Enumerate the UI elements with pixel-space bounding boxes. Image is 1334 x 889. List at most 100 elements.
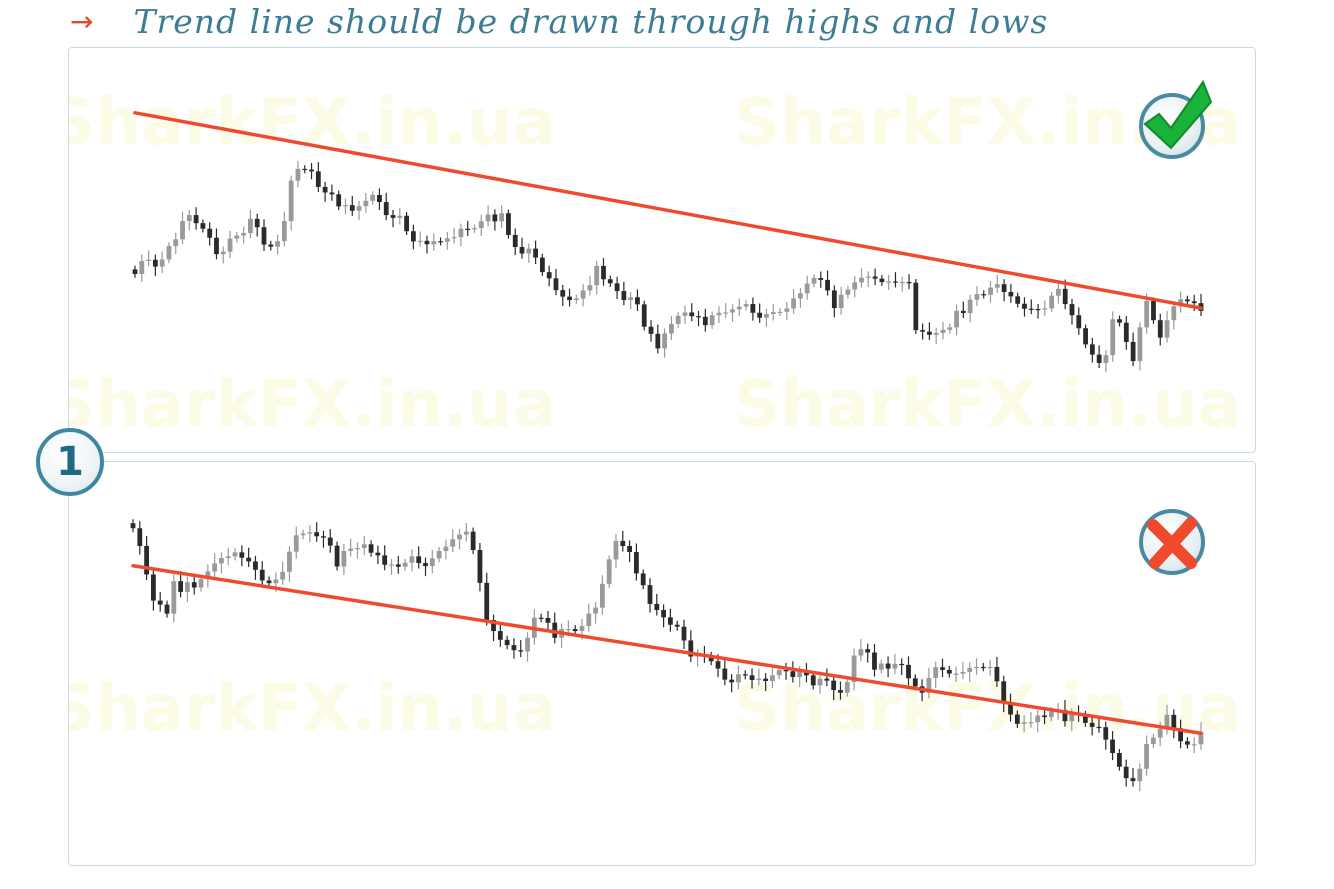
candle-body — [273, 579, 279, 584]
candle-body — [858, 649, 864, 656]
candle-body — [409, 556, 415, 563]
candle-body — [696, 316, 701, 318]
candle-body — [254, 218, 260, 228]
candle-body — [594, 265, 600, 286]
candle-body — [518, 650, 524, 652]
heading-text: Trend line should be drawn through highs… — [133, 1, 1049, 41]
candle-body — [1191, 301, 1197, 304]
candle-body — [933, 332, 939, 335]
candle-body — [436, 551, 442, 559]
candle-body — [395, 564, 401, 567]
candle-body — [607, 279, 613, 284]
candle-body — [1184, 741, 1190, 745]
candle-body — [1116, 753, 1122, 767]
candlestick-chart-incorrect — [130, 519, 1204, 792]
candle-body — [810, 675, 816, 686]
candle-body — [180, 220, 185, 240]
candle-body — [722, 668, 728, 680]
candle-body — [641, 304, 647, 327]
candle-body — [1056, 288, 1061, 296]
candle-body — [628, 297, 634, 301]
candle-body — [444, 238, 450, 242]
candle-body — [654, 603, 660, 610]
candle-body — [1185, 299, 1190, 302]
candle-body — [1110, 319, 1116, 356]
candle-body — [709, 315, 715, 326]
candle-body — [186, 215, 192, 221]
candle-body — [1035, 715, 1041, 723]
candle-body — [730, 309, 735, 313]
candle-body — [451, 237, 457, 239]
candle-body — [838, 690, 843, 693]
candle-body — [225, 556, 231, 559]
candle-body — [689, 312, 695, 317]
candle-body — [525, 637, 530, 652]
candle-body — [341, 551, 347, 567]
candle-body — [307, 532, 313, 534]
candle-body — [776, 669, 782, 676]
candle-body — [1130, 778, 1136, 782]
candle-body — [886, 281, 892, 283]
candle-body — [1008, 702, 1013, 715]
candle-body — [336, 194, 342, 207]
candle-body — [193, 215, 199, 224]
candle-body — [1042, 715, 1047, 718]
candle-body — [382, 555, 388, 565]
candle-body — [492, 214, 498, 222]
candle-body — [465, 228, 471, 230]
candle-body — [627, 545, 632, 553]
candle-body — [1049, 295, 1055, 309]
candle-body — [621, 291, 627, 301]
candle-body — [1082, 714, 1088, 723]
candle-body — [702, 316, 708, 326]
candle-body — [205, 571, 211, 580]
candle-body — [572, 629, 578, 632]
candle-body — [770, 312, 776, 314]
candle-body — [438, 241, 443, 243]
candle-body — [485, 214, 491, 222]
candle-body — [662, 333, 668, 349]
candle-body — [157, 600, 163, 605]
candle-body — [947, 327, 953, 330]
candle-body — [137, 528, 143, 546]
candle-body — [314, 532, 320, 537]
candle-body — [1069, 304, 1075, 316]
candle-body — [214, 237, 219, 255]
candle-body — [783, 669, 789, 672]
candle-body — [798, 293, 803, 299]
candle-body — [817, 678, 823, 686]
candle-body — [166, 246, 172, 260]
candle-body — [348, 548, 354, 552]
candle-body — [1178, 728, 1183, 742]
candle-body — [906, 282, 912, 284]
candle-body — [879, 278, 885, 283]
candle-body — [960, 671, 966, 674]
candle-body — [586, 613, 592, 627]
candle-body — [974, 666, 979, 669]
candle-body — [343, 205, 348, 207]
candle-body — [404, 215, 409, 232]
candle-body — [1015, 296, 1021, 304]
candle-body — [1171, 714, 1177, 729]
candle-body — [1198, 732, 1204, 745]
candle-body — [784, 308, 790, 312]
candle-body — [423, 563, 428, 567]
candle-body — [1083, 328, 1088, 345]
candle-body — [220, 251, 226, 255]
candle-body — [872, 276, 878, 279]
candle-body — [146, 259, 151, 261]
candle-body — [1076, 315, 1082, 329]
candle-body — [845, 289, 851, 295]
candle-body — [402, 562, 408, 567]
trendline — [133, 111, 1203, 310]
candle-body — [287, 551, 292, 572]
candle-body — [1164, 320, 1170, 338]
candle-body — [389, 564, 394, 566]
candle-body — [504, 639, 510, 646]
candle-body — [906, 664, 911, 679]
candle-body — [994, 284, 1000, 288]
candle-body — [1089, 722, 1095, 727]
watermark: SharkFX.in.ua — [734, 368, 1241, 442]
candle-body — [933, 667, 939, 678]
candle-body — [322, 186, 328, 193]
